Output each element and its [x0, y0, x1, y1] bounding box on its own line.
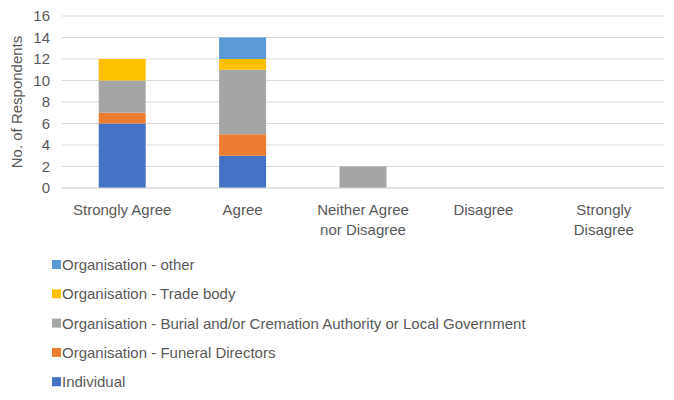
legend-label: Organisation - Trade body: [62, 285, 236, 302]
x-tick-line: Disagree: [453, 201, 513, 218]
bar-segment: [340, 166, 387, 167]
x-tick-line: Disagree: [574, 221, 634, 238]
grid-line: [62, 145, 664, 146]
x-axis-line: [62, 188, 664, 189]
legend-swatch: [52, 348, 61, 357]
bar-segment: [219, 70, 266, 135]
grid-line: [62, 188, 664, 189]
bar-segment: [99, 124, 146, 189]
y-axis-title: No. of Respondents: [8, 36, 25, 169]
bars: [99, 38, 387, 189]
x-tick-line: Strongly: [576, 201, 632, 218]
bar-segment: [99, 59, 146, 60]
x-tick-label: Agree: [223, 201, 263, 218]
y-tick-label: 10: [33, 72, 50, 89]
legend-swatch: [52, 377, 61, 386]
bar-segment: [219, 156, 266, 188]
bar-segment: [219, 38, 266, 60]
legend-swatch: [52, 319, 61, 328]
y-tick-label: 2: [42, 158, 50, 175]
grid-line: [62, 16, 664, 17]
x-tick-label: Neither Agree nor Disagree: [317, 201, 409, 238]
bar-segment: [99, 113, 146, 124]
chart: 0 2 4 6 8 10 12 14 16 No. of Respondents Strongly …: [0, 0, 674, 400]
x-tick-label: Strongly Agree: [73, 201, 171, 218]
y-tick-label: 12: [33, 50, 50, 67]
bar-segment: [340, 166, 387, 167]
y-tick-label: 8: [42, 93, 50, 110]
bar-segment: [340, 167, 387, 189]
bar-segment: [99, 59, 146, 81]
legend-label: Organisation - other: [62, 256, 195, 273]
bar-segment: [219, 59, 266, 70]
x-tick-line: Strongly Agree: [73, 201, 171, 218]
x-tick-label: Disagree: [453, 201, 513, 218]
y-tick-label: 14: [33, 29, 50, 46]
x-tick-line: Agree: [223, 201, 263, 218]
legend-swatch: [52, 289, 61, 298]
grid-line: [62, 80, 664, 81]
grid-line: [62, 123, 664, 124]
legend-label: Individual: [62, 373, 125, 390]
y-tick-label: 6: [42, 115, 50, 132]
grid-line: [62, 59, 664, 60]
y-tick-label: 4: [42, 136, 50, 153]
x-tick-line: Neither Agree: [317, 201, 409, 218]
legend-swatch: [52, 260, 61, 269]
x-tick-line: nor Disagree: [320, 221, 406, 238]
bar-segment: [219, 134, 266, 156]
grid-line: [62, 102, 664, 103]
x-tick-label: Strongly Disagree: [574, 201, 634, 238]
legend-label: Organisation - Burial and/or Cremation A…: [62, 315, 526, 332]
bar-segment: [99, 81, 146, 113]
y-tick-label: 16: [33, 7, 50, 24]
legend-label: Organisation - Funeral Directors: [62, 344, 275, 361]
y-tick-label: 0: [42, 179, 50, 196]
grid-line: [62, 37, 664, 38]
